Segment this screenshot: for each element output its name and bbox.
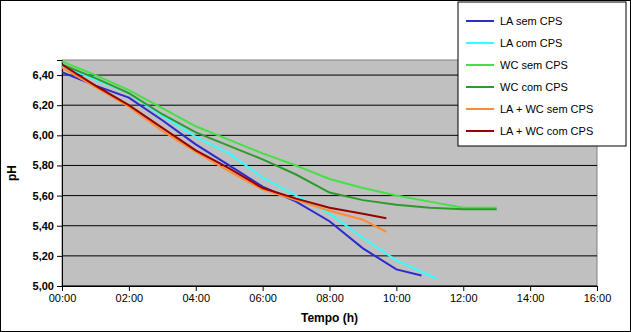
legend: LA sem CPS LA com CPS WC sem CPS WC com CPS… [458,2,626,146]
legend-label: LA com CPS [500,37,562,49]
y-tick-label: 5,20 [33,250,54,262]
y-tick-label: 5,60 [33,190,54,202]
x-tick-mark [129,286,130,291]
y-tick: 6,00 [33,129,62,141]
legend-label: WC com CPS [500,81,568,93]
y-tick: 5,00 [33,280,62,292]
series-line [62,72,421,275]
x-tick-mark [330,286,331,291]
y-tick-mark [57,135,62,136]
x-tick: 04:00 [182,286,210,304]
y-tick-mark [57,226,62,227]
y-tick-label: 6,40 [33,69,54,81]
series-line [62,65,497,210]
x-tick-mark [396,286,397,291]
legend-swatch [466,130,494,132]
series-line [62,62,497,208]
legend-swatch [466,64,494,66]
y-tick-mark [57,256,62,257]
x-tick-mark [597,286,598,291]
x-axis-title: Tempo (h) [301,311,358,325]
grid-line [62,165,597,166]
x-tick-mark [196,286,197,291]
legend-swatch [466,42,494,44]
legend-swatch [466,20,494,22]
y-tick-mark [57,286,62,287]
x-tick-label: 02:00 [116,292,144,304]
x-tick: 06:00 [249,286,277,304]
x-tick-mark [463,286,464,291]
series-line [62,65,386,219]
x-axis: 00:00 02:00 04:00 06:00 08:00 10:00 12:00 14:00… [49,286,612,304]
y-tick-mark [57,196,62,197]
y-tick: 5,20 [33,250,62,262]
y-tick: 5,60 [33,190,62,202]
x-tick-mark [530,286,531,291]
chart-frame [1,1,631,332]
legend-label: LA + WC sem CPS [500,103,593,115]
y-tick-mark [57,105,62,106]
x-tick-mark [263,286,264,291]
y-tick: 6,40 [33,69,62,81]
x-tick: 02:00 [116,286,144,304]
legend-swatch [466,86,494,88]
y-tick-label: 5,80 [33,159,54,171]
chart: 00:00 02:00 04:00 06:00 08:00 10:00 12:00 14:00… [0,0,631,332]
x-tick: 10:00 [383,286,411,304]
x-tick: 08:00 [316,286,344,304]
grid-line [62,255,597,256]
y-tick-label: 6,00 [33,129,54,141]
legend-box [458,2,626,146]
x-tick: 16:00 [584,286,612,304]
x-axis-line [63,287,598,292]
x-tick-label: 12:00 [450,292,478,304]
x-tick: 14:00 [517,286,545,304]
legend-label: LA sem CPS [500,15,562,27]
y-axis-title: pH [5,165,19,181]
y-tick-mark [57,75,62,76]
x-tick: 12:00 [450,286,478,304]
grid-line [62,195,597,196]
y-tick: 5,40 [33,220,62,232]
grid-line [62,225,597,226]
lines [62,62,497,279]
y-axis: 5,00 5,20 5,40 5,60 5,80 6,00 6,20 6,40 [33,61,63,293]
x-tick-label: 06:00 [249,292,277,304]
y-tick-label: 5,00 [33,280,54,292]
x-tick-label: 14:00 [517,292,545,304]
series-line [62,68,386,232]
legend-label: WC sem CPS [500,59,568,71]
legend-label: LA + WC com CPS [500,125,593,137]
y-tick-label: 5,40 [33,220,54,232]
x-tick-label: 08:00 [316,292,344,304]
y-tick-mark [57,165,62,166]
y-tick: 6,20 [33,99,62,111]
x-tick-label: 10:00 [383,292,411,304]
x-tick-label: 16:00 [584,292,612,304]
y-tick: 5,80 [33,159,62,171]
x-tick-label: 00:00 [49,292,77,304]
legend-swatch [466,108,494,110]
y-axis-line [57,61,63,287]
y-tick-label: 6,20 [33,99,54,111]
x-tick-label: 04:00 [182,292,210,304]
